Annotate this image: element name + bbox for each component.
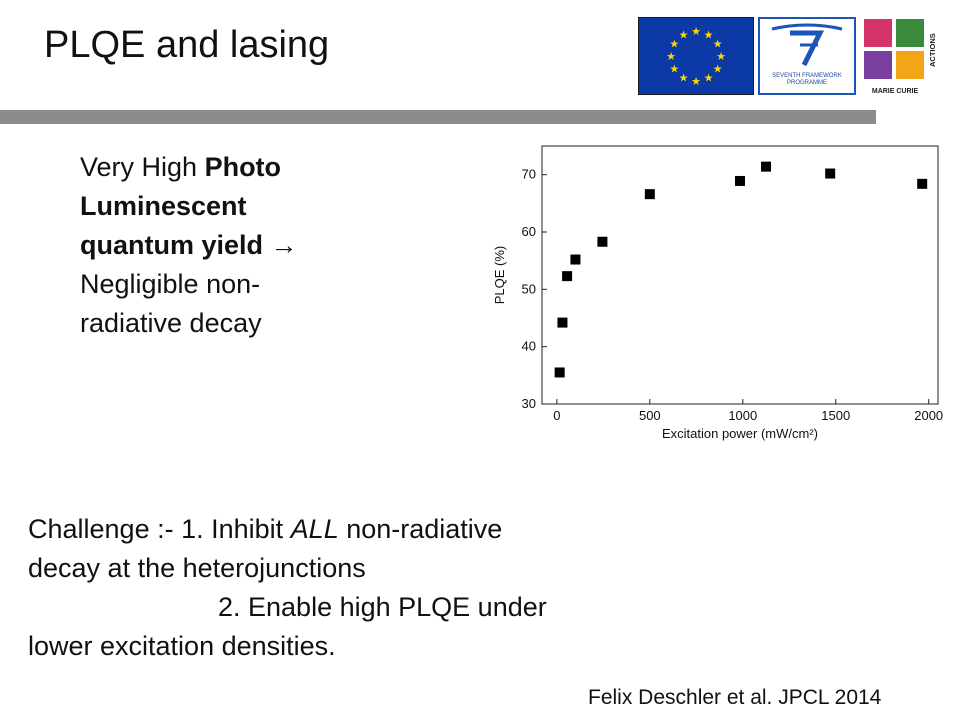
plot-frame [541,145,939,405]
data-point [597,236,608,247]
y-tick-label: 70 [522,167,536,182]
y-tick-label: 50 [522,281,536,296]
challenge-text: Challenge :- 1. Inhibit ALL non-radiativ… [28,510,668,666]
portrait-tile-icon [864,19,892,47]
arrow-icon: → [263,230,298,260]
challenge-line-3: 2. Enable high PLQE under [218,592,547,622]
data-point [825,168,836,179]
challenge-line-1: Challenge :- 1. Inhibit ALL non-radiativ… [28,510,668,549]
portrait-tile-icon [864,51,892,79]
data-point [644,189,655,200]
fp7-caption: SEVENTH FRAMEWORK PROGRAMME [760,73,854,87]
plqe-chart: 0 500 1000 1500 2000 30 40 50 60 70 Excitation po… [486,140,946,450]
challenge-post: non-radiative [338,514,503,544]
data-point [554,367,565,378]
title-divider [0,110,876,124]
summary-line-5: radiative decay [80,308,262,338]
eu-star-icon: ★ [691,76,701,88]
eu-star-icon: ★ [679,73,689,85]
y-axis-label: PLQE (%) [492,246,507,305]
y-tick-label: 30 [522,396,536,411]
eu-star-icon: ★ [713,64,723,76]
eu-star-icon: ★ [713,39,723,51]
x-tick-label: 0 [553,408,560,423]
summary-bold-3: quantum yield [80,230,264,260]
x-tick-label: 2000 [914,408,943,423]
data-point [557,317,568,328]
eu-star-icon: ★ [679,29,689,41]
logo-bar: ★ ★ ★ ★ ★ ★ ★ ★ ★ ★ ★ ★ SEVENTH FRAMEWORK PROGRAMME… [638,17,938,95]
x-tick-label: 500 [639,408,661,423]
eu-star-icon: ★ [691,26,701,38]
mc-name-text: MARIE CURIE [871,88,919,95]
summary-plain: Very High [80,152,205,182]
x-axis-label: Excitation power (mW/cm²) [662,426,818,441]
eu-stars-icon: ★ ★★★★★★★★★★★ [666,26,726,88]
challenge-emphasis: ALL [290,514,339,544]
data-point [570,254,581,265]
eu-star-icon: ★ [704,29,714,41]
data-point [917,178,928,189]
eu-star-icon: ★ [666,51,676,63]
summary-bold-1: Photo [204,152,282,182]
summary-line-3: quantum yield → [80,226,380,265]
data-point [562,271,573,282]
x-tick-label: 1000 [728,408,757,423]
eu-star-icon: ★ [669,64,679,76]
marie-curie-logo: ACTIONS MARIE CURIE [862,17,938,95]
challenge-line-2: decay at the heterojunctions [28,553,366,583]
fp7-emblem-icon [771,23,843,67]
eu-star-icon: ★ [669,39,679,51]
y-tick-label: 60 [522,224,536,239]
data-point [735,175,745,186]
mc-actions-text: ACTIONS [928,33,937,67]
summary-line-1: Very High Photo [80,148,380,187]
y-tick-label: 40 [522,339,536,354]
summary-line-2: Luminescent [80,187,380,226]
portrait-tile-icon [896,19,924,47]
eu-flag-logo: ★ ★ ★ ★ ★ ★ ★ ★ ★ ★ ★ ★ [638,17,754,95]
summary-bold-2: Luminescent [80,191,247,221]
slide-title: PLQE and lasing [44,24,330,66]
eu-star-icon: ★ [704,73,714,85]
portrait-tile-icon [896,51,924,79]
challenge-pre: Challenge :- 1. Inhibit [28,514,291,544]
eu-star-icon: ★ [716,51,726,63]
plqe-scatter-plot: 0 500 1000 1500 2000 30 40 50 60 70 Excitation po… [492,145,943,441]
fp7-logo: SEVENTH FRAMEWORK PROGRAMME [758,17,856,95]
plqe-summary-text: Very High Photo Luminescent quantum yiel… [80,148,380,343]
fp7-caption-line2: PROGRAMME [786,80,827,86]
x-tick-label: 1500 [821,408,850,423]
fp7-caption-line1: SEVENTH FRAMEWORK [772,73,842,79]
challenge-line-4: lower excitation densities. [28,631,336,661]
citation: Felix Deschler et al. JPCL 2014 [588,686,882,709]
data-point [761,161,772,172]
summary-line-4: Negligible non- [80,269,261,299]
